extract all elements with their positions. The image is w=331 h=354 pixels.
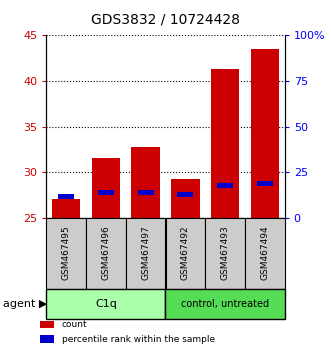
Bar [166, 289, 285, 319]
Bar [211, 69, 239, 218]
Bar [40, 320, 54, 328]
Text: agent ▶: agent ▶ [3, 298, 48, 309]
Bar [58, 194, 74, 199]
Bar [131, 147, 160, 218]
Text: GSM467496: GSM467496 [101, 226, 111, 280]
Bar [46, 289, 166, 319]
Text: GSM467492: GSM467492 [181, 226, 190, 280]
Text: count: count [62, 320, 87, 329]
Text: GDS3832 / 10724428: GDS3832 / 10724428 [91, 12, 240, 27]
Text: GSM467497: GSM467497 [141, 226, 150, 280]
Text: C1q: C1q [95, 298, 117, 309]
Bar [217, 183, 233, 188]
Bar [126, 218, 166, 289]
Bar [177, 193, 193, 198]
Text: percentile rank within the sample: percentile rank within the sample [62, 335, 215, 344]
Bar [46, 218, 86, 289]
Bar [138, 190, 154, 195]
Bar [245, 218, 285, 289]
Bar [251, 49, 279, 218]
Bar [257, 181, 273, 185]
Bar [166, 218, 205, 289]
Text: GSM467493: GSM467493 [220, 226, 230, 280]
Text: GSM467494: GSM467494 [260, 226, 269, 280]
Bar [98, 190, 114, 195]
Text: GSM467495: GSM467495 [62, 226, 71, 280]
Bar [86, 218, 126, 289]
Bar [205, 218, 245, 289]
Text: control, untreated: control, untreated [181, 298, 269, 309]
Bar [171, 178, 200, 218]
Bar [92, 159, 120, 218]
Bar [52, 199, 80, 218]
Bar [40, 336, 54, 343]
